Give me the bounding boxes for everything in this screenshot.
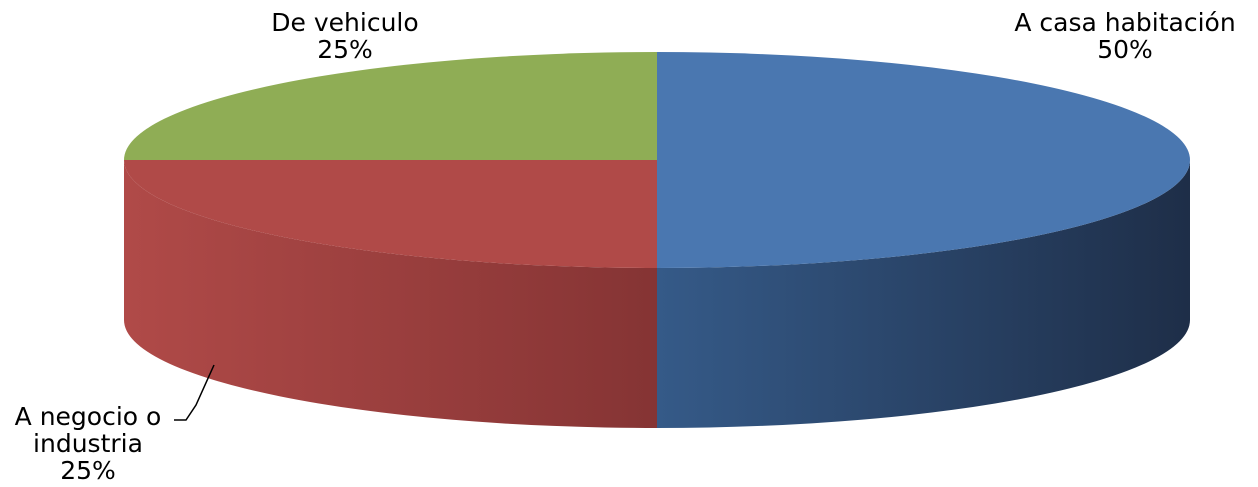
data-label-vehiculo-name: De vehiculo bbox=[271, 8, 418, 37]
data-label-negocio-line2: industria bbox=[33, 429, 143, 458]
data-label-vehiculo-pct: 25% bbox=[317, 35, 373, 64]
data-label-casa-pct: 50% bbox=[1097, 35, 1153, 64]
data-label-casa-name: A casa habitación bbox=[1014, 8, 1235, 37]
data-label-negocio-line1: A negocio o bbox=[15, 402, 162, 431]
pie-slice-vehiculo bbox=[124, 52, 657, 160]
data-label-negocio-pct: 25% bbox=[60, 456, 116, 485]
